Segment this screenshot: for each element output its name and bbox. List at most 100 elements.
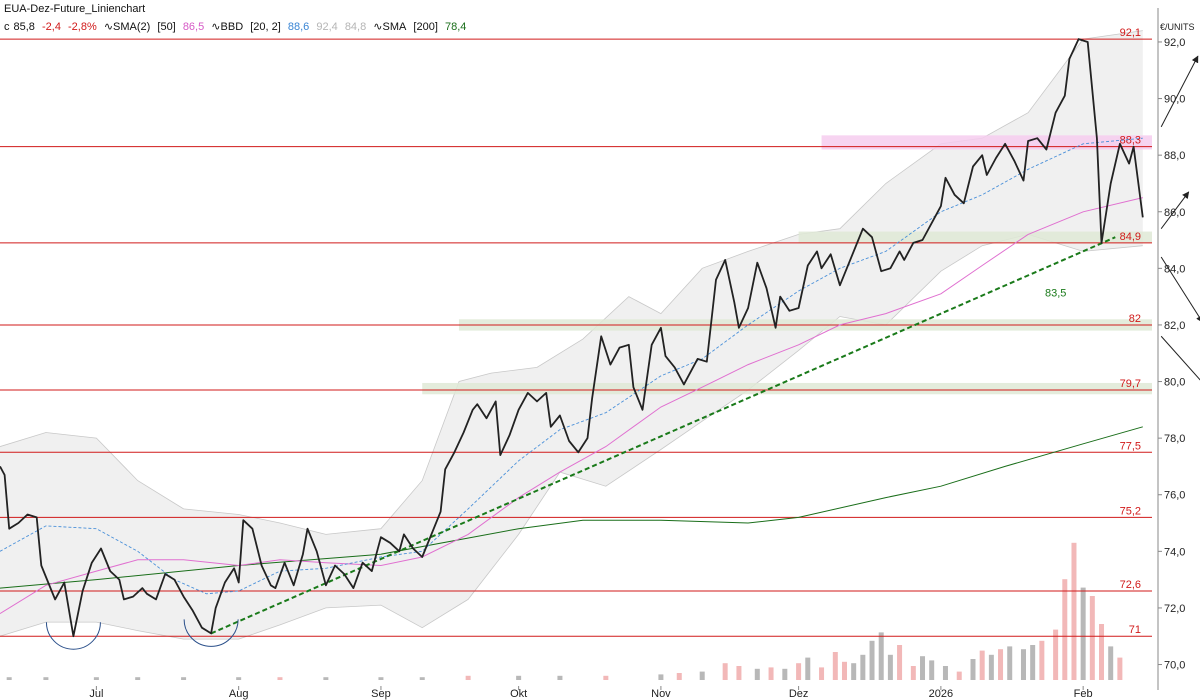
sma200-value: 78,4: [444, 21, 467, 33]
indicator-legend: c 85,8 -2,4 -2,8% ∿SMA(2) [50] 86,5 ∿BBD …: [4, 20, 470, 33]
volume-bar: [998, 649, 1004, 680]
volume-bar: [722, 663, 728, 680]
x-tick-label: Dez: [789, 688, 809, 700]
scenario-arrow: [1160, 256, 1200, 323]
x-tick-label: Jul: [89, 688, 103, 700]
trendline-label: 83,5: [1045, 288, 1066, 300]
volume-bar: [323, 677, 329, 680]
volume-bar: [1030, 645, 1036, 680]
volume-bar: [699, 671, 705, 680]
sma50-param: [50]: [157, 21, 176, 33]
volume-bar: [819, 667, 825, 680]
bottom-arc: [183, 619, 239, 647]
level-label: 79,7: [1120, 378, 1141, 390]
bbd-mid-value: 88,6: [287, 21, 310, 33]
sma50-label: SMA(2): [113, 21, 151, 33]
volume-bar: [988, 654, 994, 680]
level-label: 71: [1129, 624, 1141, 636]
x-tick-label: 2026: [929, 688, 953, 700]
sma50-value: 86,5: [182, 21, 205, 33]
y-tick-label: 72,0: [1164, 603, 1185, 615]
y-tick-label: 76,0: [1164, 490, 1185, 502]
scenario-arrow: [1160, 191, 1190, 230]
volume-bar: [6, 677, 12, 680]
volume-bar: [1062, 579, 1068, 680]
volume-bar: [796, 663, 802, 680]
sma200-label: SMA: [382, 21, 407, 33]
volume-bar: [979, 650, 985, 680]
indicator-lines: 83,5: [0, 38, 1144, 638]
bbd-upper-value: 92,4: [316, 21, 338, 33]
y-tick-label: 86,0: [1164, 207, 1185, 219]
y-tick-label: 78,0: [1164, 433, 1185, 445]
volume-bar: [920, 656, 926, 680]
change-percent: -2,8%: [68, 21, 97, 33]
volume-bar: [1020, 649, 1026, 680]
level-label: 88,3: [1120, 135, 1141, 147]
volume-bar: [1039, 640, 1045, 680]
sma200-param: [200]: [413, 21, 438, 33]
x-tick-label: Aug: [229, 688, 249, 700]
close-label: c: [4, 21, 10, 33]
volume-bar: [956, 671, 962, 680]
volume-bar: [1007, 646, 1013, 680]
volume-bar: [603, 675, 609, 680]
level-label: 72,6: [1120, 579, 1141, 591]
volume-bar: [841, 661, 847, 680]
volume-bar: [736, 666, 742, 680]
volume-bar: [929, 660, 935, 680]
volume-bar: [1071, 542, 1077, 680]
volume-bar: [1099, 624, 1105, 680]
volume-bar: [1117, 657, 1123, 680]
x-tick-label: Sep: [371, 688, 391, 700]
volume-bar: [782, 668, 788, 680]
volume-bar: [557, 675, 563, 680]
sma200-line: [0, 426, 1143, 589]
volume-bar: [658, 674, 664, 680]
volume-bar: [910, 666, 916, 680]
sma200-line-icon: ∿: [373, 21, 383, 33]
level-label: 84,9: [1120, 231, 1141, 243]
scenario-arrow: [1160, 55, 1199, 128]
volume-bar: [887, 654, 893, 680]
bollinger-band-area: [0, 30, 1143, 640]
volume-bar: [135, 677, 141, 680]
y-tick-label: 90,0: [1164, 94, 1185, 106]
volume-bar: [419, 677, 425, 680]
y-tick-label: 74,0: [1164, 546, 1185, 558]
volume-bar: [1108, 646, 1114, 680]
y-tick-label: 82,0: [1164, 320, 1185, 332]
bbd-line-icon: ∿: [211, 21, 221, 33]
y-axis-unit: €/UNITS: [1160, 22, 1195, 32]
level-label: 75,2: [1120, 505, 1141, 517]
volume-bar: [897, 645, 903, 680]
volume-bar: [832, 652, 838, 680]
scenario-arrow: [1160, 335, 1200, 381]
y-tick-label: 80,0: [1164, 377, 1185, 389]
x-tick-label: Feb: [1074, 688, 1093, 700]
volume-bar: [93, 677, 99, 680]
bbd-lower-value: 84,8: [344, 21, 367, 33]
level-label: 92,1: [1120, 27, 1141, 39]
volume-bar: [754, 668, 760, 680]
bbd-label: BBD: [220, 21, 244, 33]
volume-bar: [1053, 629, 1059, 680]
price-line: [0, 38, 1144, 638]
change-absolute: -2,4: [41, 21, 61, 33]
volume-bar: [805, 657, 811, 680]
y-tick-label: 70,0: [1164, 660, 1185, 672]
volume-bar: [851, 663, 857, 680]
volume-bar: [676, 673, 682, 680]
level-label: 77,5: [1120, 440, 1141, 452]
volume-bar: [277, 677, 283, 680]
bollinger-mid-line: [0, 137, 1143, 595]
y-tick-label: 88,0: [1164, 150, 1185, 162]
volume-bar: [1080, 587, 1086, 680]
volume-bars: [6, 542, 1123, 680]
bollinger-fill: [0, 30, 1143, 640]
bollinger-upper-line: [0, 30, 1143, 535]
bbd-param: [20, 2]: [250, 21, 281, 33]
chart-title: EUA-Dez-Future_Linienchart: [4, 3, 149, 15]
